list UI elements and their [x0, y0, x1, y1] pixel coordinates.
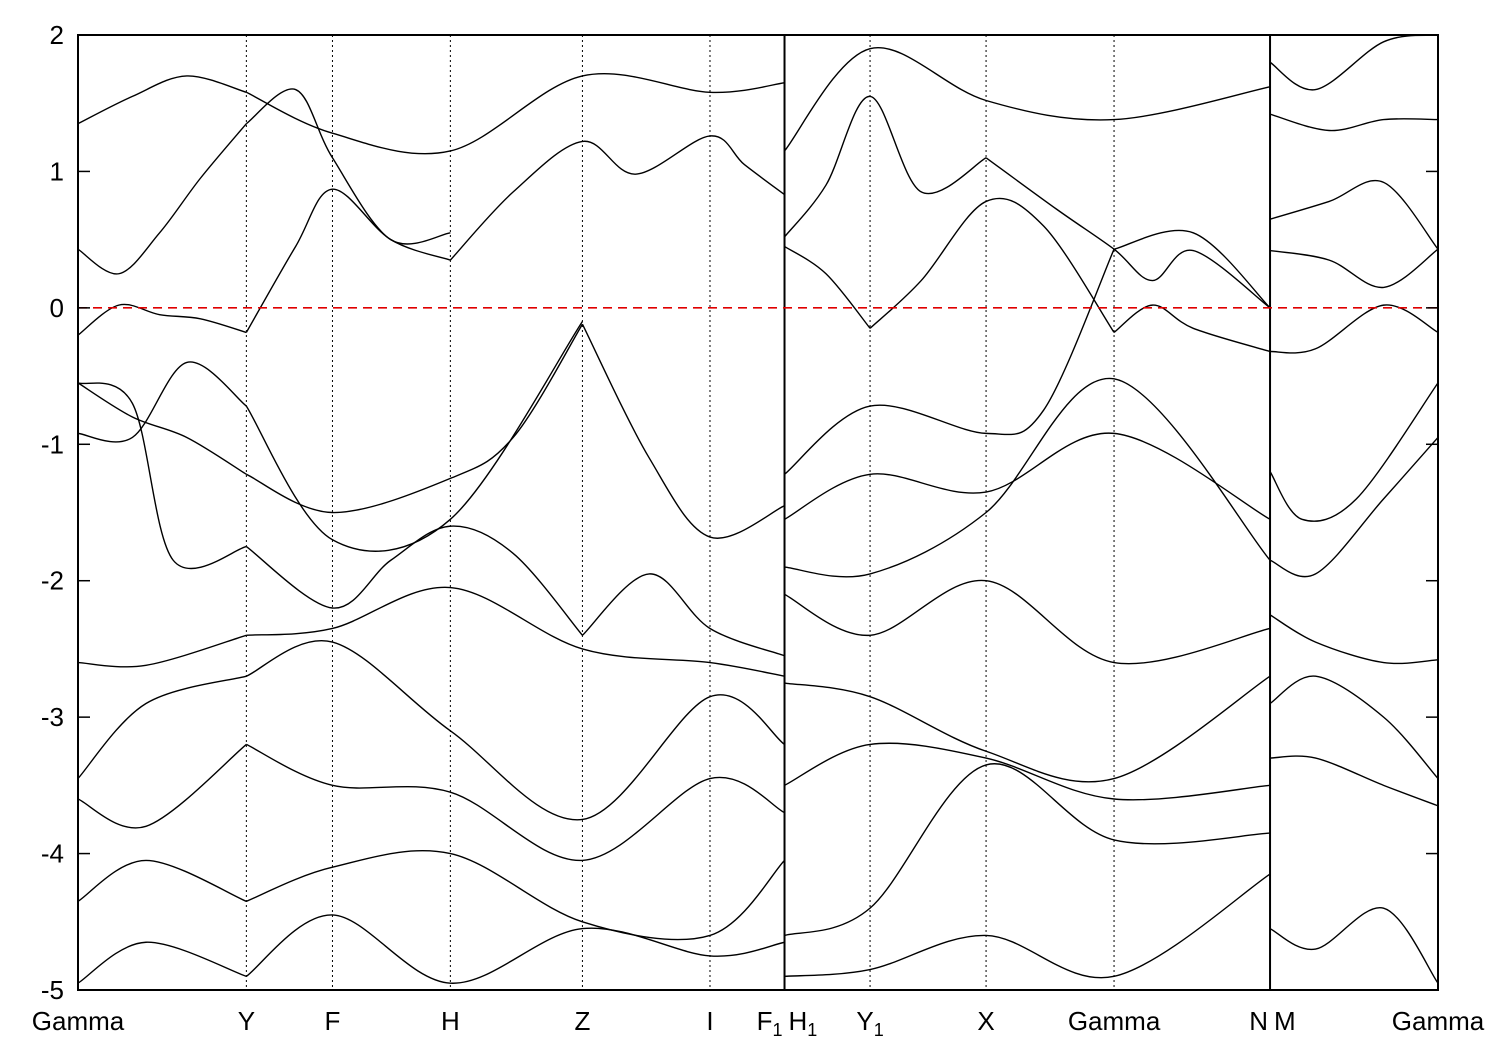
band-series-0	[77, 303, 247, 336]
band-lines	[77, 34, 1439, 984]
x-tick-label: Y	[238, 1006, 255, 1036]
y-axis-ticks: -5 -4 -3 -2 -1 0 1 2	[41, 20, 1438, 1005]
x-tick-label: F	[325, 1006, 341, 1036]
band-series-36	[784, 675, 1271, 783]
band-series-46	[1269, 436, 1439, 578]
band-series-3	[77, 123, 247, 275]
band-series-50	[1269, 907, 1439, 984]
band-series-23	[77, 941, 247, 984]
x-tick-label: Gamma	[1068, 1006, 1161, 1036]
high-symmetry-lines	[245, 35, 1272, 990]
y-tick-label: -4	[41, 839, 64, 869]
band-series-32	[1113, 229, 1271, 309]
band-series-35	[784, 580, 1271, 665]
band-series-10	[77, 361, 247, 443]
band-series-42	[1269, 248, 1439, 289]
band-series-48	[1269, 675, 1439, 780]
band-series-38	[784, 763, 1271, 937]
band-series-47	[1269, 614, 1439, 665]
band-series-20	[246, 743, 785, 862]
band-series-43	[1269, 180, 1439, 250]
x-axis-ticks: Gamma Y F H Z I F1 H1 Y1 X Gamma N M Gamma	[32, 1006, 1485, 1040]
band-series-6	[246, 72, 785, 155]
x-tick-label: H1	[789, 1006, 818, 1040]
band-series-39	[784, 873, 1271, 979]
band-series-13	[245, 525, 583, 636]
y-tick-label: -2	[41, 566, 64, 596]
x-tick-label: F1	[757, 1006, 783, 1040]
band-series-40	[1269, 382, 1439, 522]
y-tick-label: -5	[41, 975, 64, 1005]
band-series-41	[1269, 304, 1439, 354]
band-series-4	[245, 88, 451, 245]
x-tick-label: I	[706, 1006, 713, 1036]
band-series-37	[784, 742, 1271, 801]
band-series-21	[77, 859, 247, 902]
band-series-22	[246, 850, 786, 941]
band-series-18	[246, 640, 785, 821]
x-tick-label: N	[1249, 1006, 1268, 1036]
band-series-9	[581, 323, 785, 539]
band-series-7	[77, 382, 247, 475]
band-series-24	[245, 914, 785, 984]
band-series-5	[77, 75, 247, 125]
band-series-49	[1270, 755, 1439, 807]
y-tick-label: 2	[50, 20, 64, 50]
band-series-1	[245, 188, 451, 333]
x-tick-label: X	[977, 1006, 994, 1036]
band-series-14	[581, 573, 785, 657]
plot-frame	[77, 34, 1439, 991]
band-series-30	[783, 46, 1271, 152]
band-series-11	[245, 321, 584, 552]
y-tick-label: -1	[41, 429, 64, 459]
y-tick-label: 0	[50, 293, 64, 323]
x-tick-label: M	[1274, 1006, 1296, 1036]
band-series-8	[246, 323, 584, 514]
band-series-25	[784, 245, 871, 329]
y-tick-label: 1	[50, 156, 64, 186]
x-tick-label: Z	[574, 1006, 590, 1036]
band-series-45	[1269, 34, 1439, 91]
band-series-2	[449, 135, 785, 261]
x-tick-label: Gamma	[1392, 1006, 1485, 1036]
band-series-34	[784, 378, 1271, 578]
band-series-16	[246, 586, 785, 677]
x-tick-label: H	[441, 1006, 460, 1036]
band-series-28	[783, 95, 987, 238]
band-series-33	[784, 432, 1271, 520]
band-series-31	[784, 248, 1115, 475]
band-series-27	[1113, 304, 1271, 353]
x-tick-label: Y1	[856, 1006, 883, 1040]
y-tick-label: -3	[41, 702, 64, 732]
band-series-19	[77, 743, 247, 829]
band-series-15	[77, 634, 247, 668]
band-series-44	[1269, 113, 1439, 132]
band-series-12	[77, 382, 247, 569]
band-series-26	[869, 197, 1115, 333]
band-series-29	[985, 157, 1271, 309]
x-tick-label: Gamma	[32, 1006, 125, 1036]
band-series-17	[77, 675, 247, 780]
